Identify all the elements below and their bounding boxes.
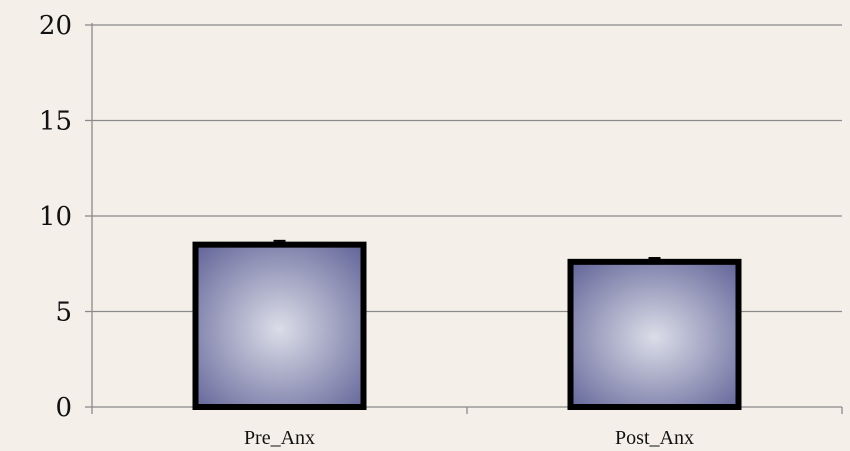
x-tick-label: Post_Anx <box>615 427 694 449</box>
y-tick-label: 10 <box>39 202 72 232</box>
x-tick-label: Pre_Anx <box>244 427 315 449</box>
y-tick-label: 0 <box>55 393 72 423</box>
y-tick-label: 5 <box>55 298 72 328</box>
y-tick-label: 15 <box>39 107 72 137</box>
x-tick-labels: Pre_Anx Post_Anx <box>244 427 694 449</box>
bar-post-anx <box>567 258 742 410</box>
bars <box>192 239 742 410</box>
bar-pre-anx <box>192 241 367 410</box>
y-tick-label: 20 <box>39 11 72 41</box>
y-tick-labels: 0 5 10 15 20 <box>39 11 72 423</box>
